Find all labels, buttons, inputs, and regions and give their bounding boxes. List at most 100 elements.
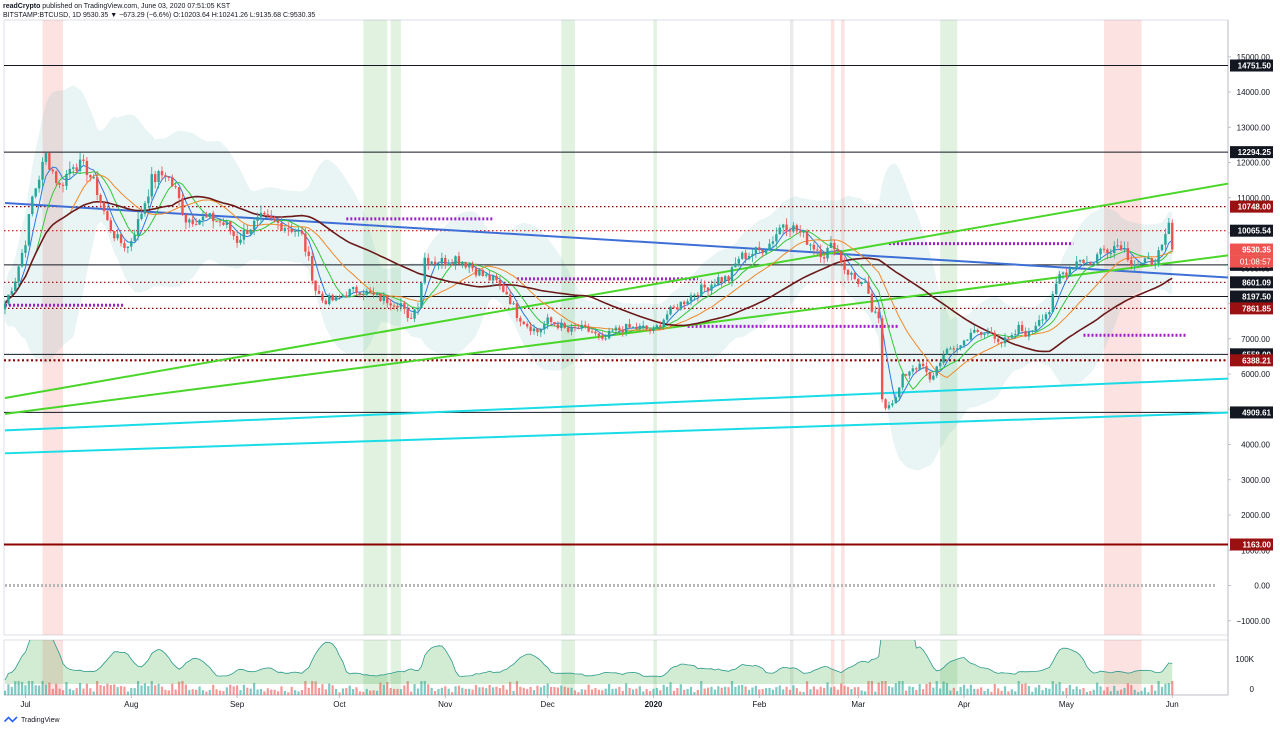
trendline bbox=[4, 254, 1228, 415]
candle-body bbox=[78, 159, 82, 171]
volume-bar bbox=[836, 689, 839, 695]
volume-bar bbox=[10, 686, 13, 695]
candle-body bbox=[1003, 337, 1007, 344]
volume-bar bbox=[570, 687, 573, 695]
candle-body bbox=[648, 329, 652, 332]
volume-bar bbox=[648, 691, 652, 695]
candle-body bbox=[89, 175, 92, 178]
volume-bar bbox=[935, 681, 938, 695]
candle-body bbox=[427, 257, 430, 264]
volume-bar bbox=[423, 681, 426, 695]
volume-pane bbox=[4, 640, 1174, 695]
volume-bar bbox=[239, 690, 242, 695]
volume-bar bbox=[1085, 691, 1089, 695]
volume-bar bbox=[788, 689, 792, 695]
candle-body bbox=[396, 305, 399, 308]
highlight-band bbox=[390, 640, 401, 695]
volume-bar bbox=[857, 687, 860, 695]
volume-bar bbox=[655, 687, 658, 695]
candle-body bbox=[321, 293, 324, 301]
candle-body bbox=[993, 332, 996, 339]
candle-body bbox=[863, 281, 867, 283]
candle-body bbox=[891, 403, 894, 406]
tradingview-logo-icon[interactable] bbox=[4, 716, 18, 725]
candle-body bbox=[65, 173, 68, 186]
volume-bar bbox=[222, 691, 225, 695]
candle-body bbox=[979, 331, 983, 335]
candle-body bbox=[1072, 268, 1075, 270]
candle-body bbox=[310, 256, 314, 281]
volume-bar bbox=[833, 686, 836, 695]
candle-body bbox=[242, 230, 246, 240]
volume-bar bbox=[375, 690, 379, 695]
candle-body bbox=[368, 290, 372, 293]
candle-body bbox=[1113, 246, 1116, 254]
candle-body bbox=[273, 218, 276, 221]
candle-body bbox=[631, 326, 635, 328]
candle-body bbox=[317, 290, 321, 294]
candle-body bbox=[14, 281, 17, 292]
level-badge: 10065.54 bbox=[1230, 224, 1273, 237]
brand-name[interactable]: TradingView bbox=[21, 717, 60, 724]
author-name[interactable]: readCrypto bbox=[3, 3, 41, 10]
volume-bar bbox=[1102, 690, 1106, 695]
candle-body bbox=[48, 153, 51, 170]
countdown-badge: 01:08:57 bbox=[1230, 255, 1273, 268]
candle-body bbox=[928, 371, 932, 380]
candle-body bbox=[471, 264, 474, 269]
footer: TradingView bbox=[4, 716, 60, 725]
volume-bar bbox=[1109, 691, 1112, 695]
candle-body bbox=[730, 267, 734, 281]
volume-oscillator-line bbox=[4, 640, 1173, 681]
volume-bar bbox=[846, 686, 850, 695]
volume-bar bbox=[157, 683, 160, 695]
volume-bar bbox=[406, 681, 409, 695]
volume-bar bbox=[638, 686, 641, 695]
candle-body bbox=[969, 332, 973, 340]
candle-body bbox=[130, 240, 133, 247]
volume-bar bbox=[20, 681, 24, 695]
volume-bar bbox=[802, 692, 805, 695]
volume-bar bbox=[549, 686, 553, 695]
candle-body bbox=[949, 348, 952, 350]
candle-body bbox=[188, 219, 191, 223]
volume-bar bbox=[126, 691, 129, 695]
highlight-band bbox=[42, 640, 64, 695]
candle-body bbox=[481, 269, 485, 276]
candle-body bbox=[290, 228, 293, 232]
candle-body bbox=[682, 301, 686, 305]
candle-body bbox=[345, 295, 348, 297]
candle-body bbox=[812, 244, 816, 250]
volume-bar bbox=[795, 688, 798, 695]
candle-body bbox=[1136, 264, 1140, 266]
volume-bar bbox=[584, 689, 587, 695]
volume-bar bbox=[703, 688, 706, 695]
volume-bar bbox=[737, 685, 740, 695]
volume-bar bbox=[58, 688, 61, 695]
candle-body bbox=[860, 282, 863, 285]
candle-body bbox=[229, 221, 232, 232]
volume-bar bbox=[672, 690, 676, 695]
volume-bar bbox=[461, 687, 464, 695]
candle-body bbox=[669, 306, 672, 315]
volume-bar bbox=[809, 689, 812, 695]
volume-bar bbox=[986, 688, 990, 695]
volume-bar bbox=[403, 685, 406, 695]
candle-body bbox=[737, 258, 740, 264]
volume-bar bbox=[478, 687, 481, 695]
candle-body bbox=[198, 220, 201, 225]
volume-bar bbox=[553, 687, 556, 695]
volume-bar bbox=[143, 683, 147, 695]
volume-bar bbox=[454, 686, 457, 695]
volume-bar bbox=[191, 689, 194, 695]
volume-bar bbox=[529, 687, 532, 695]
candle-body bbox=[898, 387, 901, 398]
volume-bar bbox=[990, 691, 993, 695]
candle-body bbox=[573, 326, 577, 328]
candle-body bbox=[696, 294, 700, 297]
candle-body bbox=[287, 228, 290, 230]
candle-body bbox=[270, 216, 273, 219]
candle-body bbox=[211, 213, 215, 222]
volume-bar bbox=[307, 687, 310, 695]
